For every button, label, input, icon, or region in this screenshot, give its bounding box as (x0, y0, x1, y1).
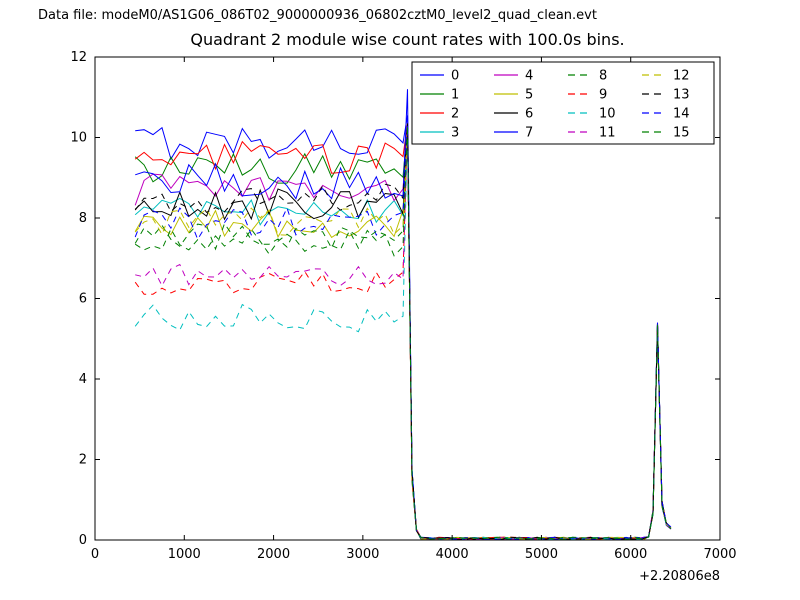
x-tick-label: 3000 (346, 547, 379, 562)
x-tick-label: 7000 (703, 547, 736, 562)
legend-entry-label-12: 12 (673, 69, 690, 84)
legend-entry-label-0: 0 (451, 69, 459, 84)
y-tick-label: 10 (70, 131, 87, 146)
series-line-10 (134, 129, 672, 540)
legend-entry-label-7: 7 (525, 126, 533, 141)
legend-entry-label-2: 2 (451, 107, 459, 122)
legend-entry-label-11: 11 (599, 126, 616, 141)
series-group (134, 89, 672, 540)
legend-entry-label-10: 10 (599, 107, 616, 122)
legend-entry-label-1: 1 (451, 88, 459, 103)
x-tick-label: 4000 (436, 547, 469, 562)
chart-title: Quadrant 2 module wise count rates with … (190, 30, 625, 49)
legend-entry-label-8: 8 (599, 69, 607, 84)
x-tick-label: 6000 (614, 547, 647, 562)
x-axis-offset-label: +2.20806e8 (639, 569, 720, 584)
y-tick-label: 12 (70, 50, 87, 65)
y-tick-label: 6 (79, 292, 87, 307)
legend-entry-label-5: 5 (525, 88, 533, 103)
x-tick-label: 1000 (168, 547, 201, 562)
legend-entry-label-9: 9 (599, 88, 607, 103)
legend-entry-label-14: 14 (673, 107, 690, 122)
series-line-0 (135, 115, 672, 540)
series-line-15 (134, 125, 672, 540)
legend-box (411, 61, 715, 145)
data-file-label: Data file: modeM0/AS1G06_086T02_90000009… (38, 8, 597, 23)
legend-entry-label-13: 13 (673, 88, 690, 103)
y-tick-label: 8 (79, 211, 87, 226)
y-tick-label: 0 (79, 533, 87, 548)
legend-entry-label-6: 6 (525, 107, 533, 122)
x-tick-label: 2000 (257, 547, 290, 562)
series-line-13 (134, 123, 672, 540)
y-tick-label: 4 (79, 372, 87, 387)
series-line-14 (134, 125, 672, 540)
legend-entry-label-15: 15 (673, 126, 690, 141)
y-tick-label: 2 (79, 453, 87, 468)
x-tick-label: 5000 (525, 547, 558, 562)
legend-entry-label-4: 4 (525, 69, 533, 84)
legend-entry-label-3: 3 (451, 126, 459, 141)
x-tick-label: 0 (91, 547, 99, 562)
